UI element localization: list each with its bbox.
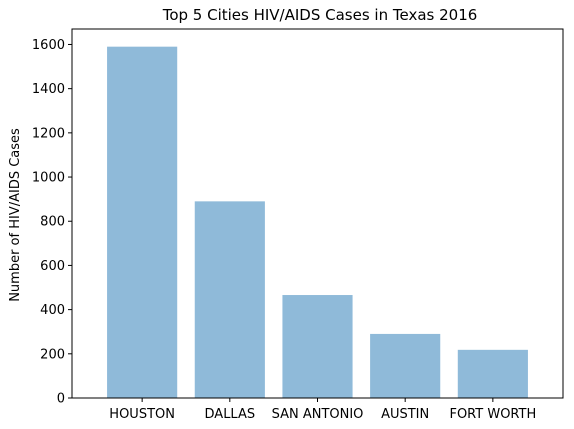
y-axis-ticks: 0 200 400 600 800 1000 1200 1400 1600 bbox=[32, 38, 72, 407]
x-tick-label: FORT WORTH bbox=[449, 407, 536, 422]
chart-title: Top 5 Cities HIV/AIDS Cases in Texas 201… bbox=[162, 6, 478, 24]
plot-frame bbox=[71, 28, 564, 399]
y-tick-label: 1200 bbox=[32, 126, 65, 141]
x-tick-label: DALLAS bbox=[205, 407, 256, 422]
y-tick-label: 0 bbox=[57, 392, 65, 407]
x-tick-label: HOUSTON bbox=[109, 407, 175, 422]
y-tick-label: 800 bbox=[40, 215, 65, 230]
bar-austin bbox=[370, 333, 441, 398]
y-tick-label: 1400 bbox=[32, 82, 65, 97]
x-tick-label: SAN ANTONIO bbox=[272, 407, 364, 422]
y-tick-label: 1000 bbox=[32, 171, 65, 186]
x-tick-label: AUSTIN bbox=[381, 407, 429, 422]
bar-san-antonio bbox=[282, 295, 353, 398]
y-tick-label: 600 bbox=[40, 259, 65, 274]
y-tick-label: 1600 bbox=[32, 38, 65, 53]
x-axis-ticks: HOUSTON DALLAS SAN ANTONIO AUSTIN FORT WORTH bbox=[109, 398, 536, 422]
y-tick-label: 400 bbox=[40, 303, 65, 318]
bar-dallas bbox=[194, 201, 265, 398]
bars-group bbox=[107, 46, 528, 399]
bar-fort-worth bbox=[457, 349, 528, 398]
y-axis-label: Number of HIV/AIDS Cases bbox=[8, 128, 23, 302]
y-tick-label: 200 bbox=[40, 347, 65, 362]
bar-houston bbox=[107, 46, 178, 399]
